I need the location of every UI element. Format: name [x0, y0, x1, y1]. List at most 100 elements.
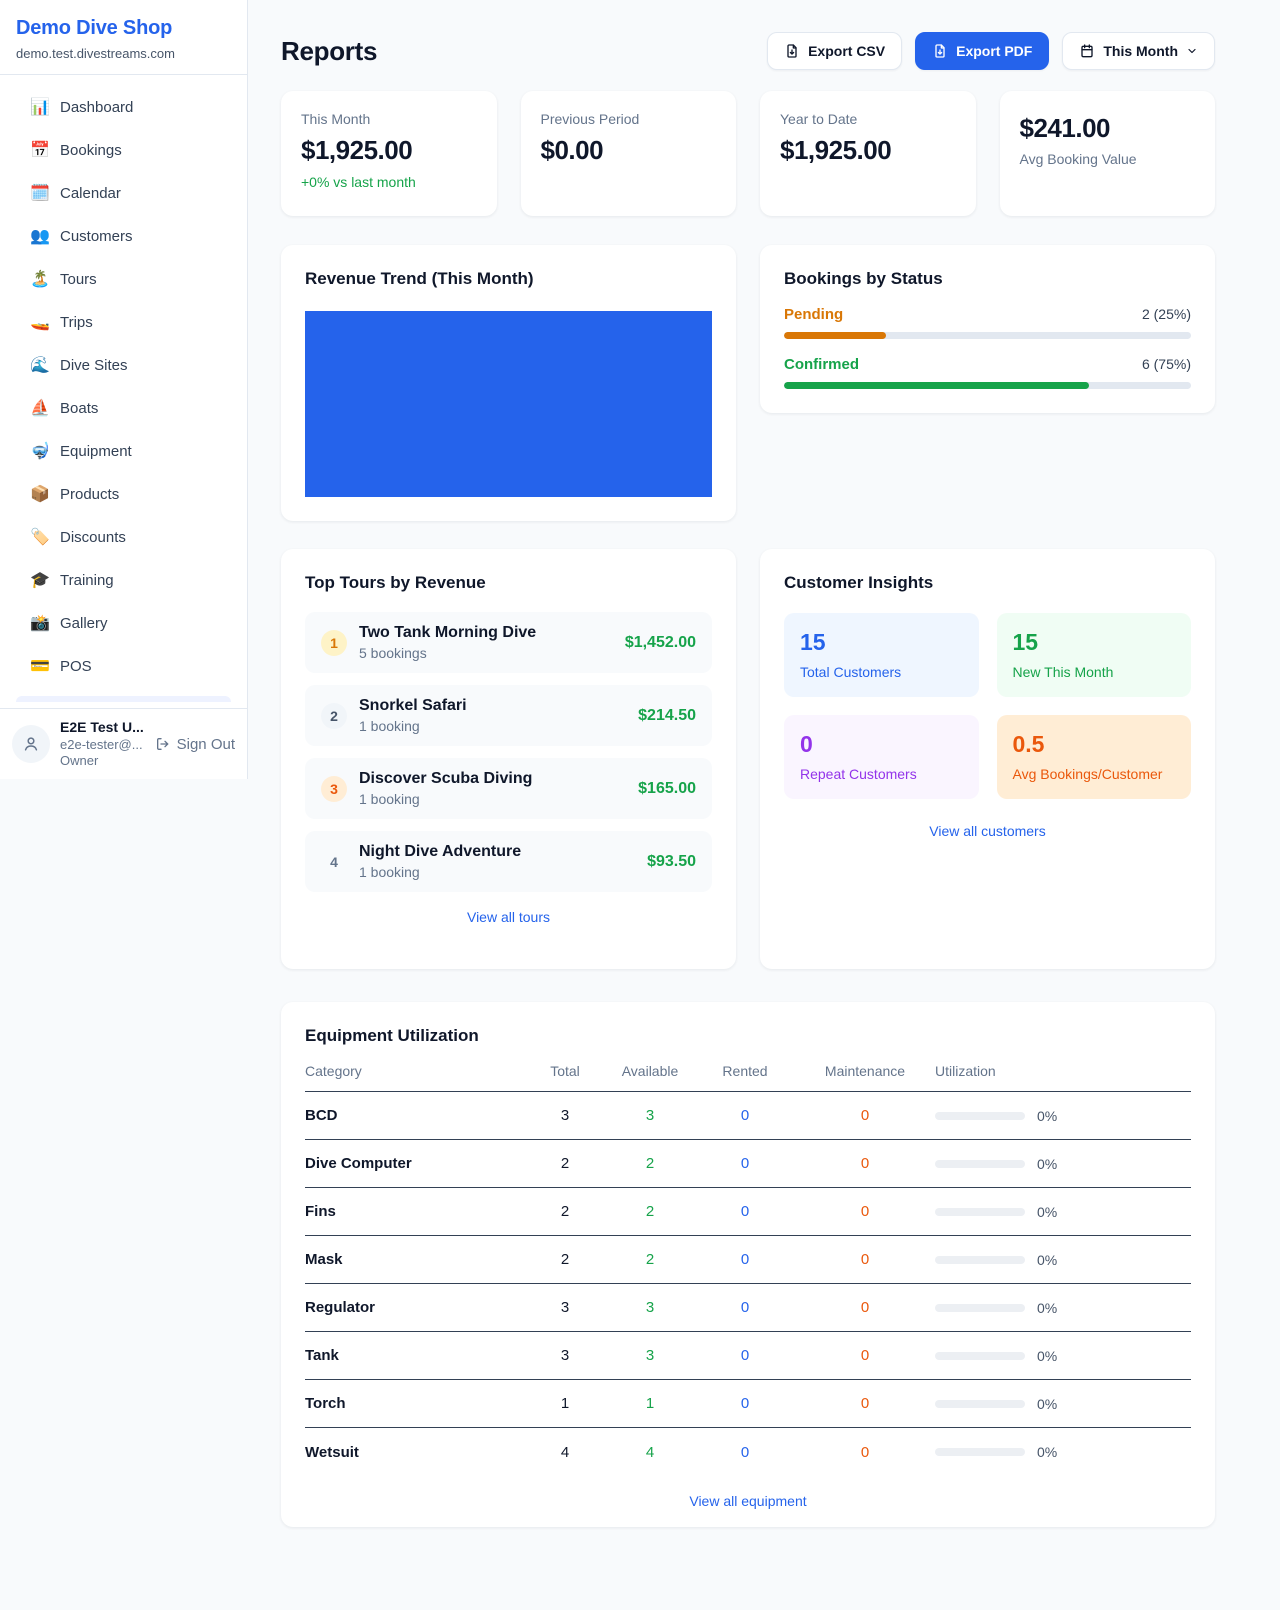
sidebar-item-products[interactable]: 📦 Products	[16, 474, 231, 514]
equipment-maintenance: 0	[860, 1299, 870, 1316]
equipment-rented: 0	[740, 1395, 750, 1412]
equipment-maintenance: 0	[860, 1347, 870, 1364]
person-icon	[24, 737, 38, 751]
equipment-available: 2	[645, 1155, 655, 1172]
stat-delta: +0% vs last month	[301, 174, 416, 190]
revenue-trend-chart	[305, 311, 712, 497]
tour-name: Snorkel Safari	[359, 697, 467, 714]
equipment-total: 2	[560, 1155, 570, 1172]
sidebar-nav: 📊 Dashboard 📅 Bookings 🗓️ Calendar 👥 Cus…	[0, 75, 247, 708]
stat-label: This Month	[301, 111, 371, 127]
equipment-available: 3	[645, 1347, 655, 1364]
stat-label: Previous Period	[540, 111, 640, 127]
sidebar-item-boats[interactable]: ⛵ Boats	[16, 388, 231, 428]
stat-card-avg-booking-value: $241.00 Avg Booking Value	[999, 91, 1215, 216]
shop-name: Demo Dive Shop	[16, 17, 173, 39]
sidebar-item-tours[interactable]: 🏝️ Tours	[16, 259, 231, 299]
view-all-equipment-link[interactable]: View all equipment	[689, 1493, 807, 1509]
equipment-utilization-title: Equipment Utilization	[305, 1026, 479, 1045]
bookings-by-status-title: Bookings by Status	[784, 269, 943, 288]
export-csv-button[interactable]: Export CSV	[767, 32, 903, 70]
equipment-maintenance: 0	[860, 1251, 870, 1268]
sidebar-item-dashboard[interactable]: 📊 Dashboard	[16, 87, 231, 127]
pos-icon: 💳	[30, 658, 50, 675]
utilization-bar-track	[935, 1448, 1025, 1456]
equipment-row: Wetsuit 4 4 0 0 0%	[305, 1428, 1191, 1476]
equipment-category: BCD	[305, 1107, 338, 1124]
sidebar-item-bookings[interactable]: 📅 Bookings	[16, 130, 231, 170]
sidebar-item-discounts[interactable]: 🏷️ Discounts	[16, 517, 231, 557]
tour-rank-badge: 3	[321, 775, 347, 802]
equipment-total: 4	[560, 1443, 570, 1461]
sidebar-item-training[interactable]: 🎓 Training	[16, 560, 231, 600]
sign-out-label: Sign Out	[176, 735, 235, 753]
tour-revenue: $1,452.00	[624, 633, 696, 651]
status-row: Pending 2 (25%)	[784, 306, 1191, 339]
calendar-icon	[1081, 44, 1094, 58]
nav-item-label: Gallery	[60, 614, 108, 632]
sidebar-item-customers[interactable]: 👥 Customers	[16, 216, 231, 256]
period-selector[interactable]: This Month	[1062, 32, 1215, 70]
tour-row: 1 Two Tank Morning Dive 5 bookings $1,45…	[305, 612, 712, 673]
dashboard-icon: 📊	[30, 99, 50, 116]
equipment-total: 3	[560, 1347, 570, 1364]
top-tours-panel: Top Tours by Revenue 1 Two Tank Morning …	[281, 549, 736, 969]
nav-item-label: Discounts	[60, 528, 126, 546]
sidebar-item-equipment[interactable]: 🤿 Equipment	[16, 431, 231, 471]
equipment-rented: 0	[740, 1443, 750, 1461]
insight-label: Avg Bookings/Customer	[1012, 766, 1163, 782]
revenue-trend-title: Revenue Trend (This Month)	[305, 269, 534, 288]
equipment-row: Tank 3 3 0 0 0%	[305, 1332, 1191, 1380]
sidebar-item-reports-active-partial[interactable]	[16, 696, 231, 702]
equipment-category: Tank	[305, 1347, 339, 1364]
equipment-total: 3	[560, 1299, 570, 1316]
tour-row: 3 Discover Scuba Diving 1 booking $165.0…	[305, 758, 712, 819]
sidebar-item-calendar[interactable]: 🗓️ Calendar	[16, 173, 231, 213]
tour-bookings-count: 1 booking	[359, 791, 420, 807]
sidebar-item-gallery[interactable]: 📸 Gallery	[16, 603, 231, 643]
main-content: Reports Export CSV Export PDF This Month…	[281, 32, 1215, 1527]
nav-item-label: Products	[60, 485, 120, 503]
equipment-rented: 0	[740, 1107, 750, 1124]
tour-name: Two Tank Morning Dive	[359, 624, 537, 641]
insight-label: New This Month	[1012, 664, 1114, 680]
equipment-table: Category Total Available Rented Maintena…	[305, 1063, 1191, 1476]
equipment-available: 2	[645, 1251, 655, 1268]
view-all-customers-link[interactable]: View all customers	[929, 823, 1046, 839]
products-icon: 📦	[30, 486, 50, 503]
equipment-maintenance: 0	[860, 1395, 870, 1412]
calendar-icon: 🗓️	[30, 185, 50, 202]
insight-grid: 15 Total Customers 15 New This Month 0 R…	[784, 613, 1191, 799]
nav-item-label: Boats	[60, 399, 99, 417]
equipment-available: 1	[645, 1395, 655, 1412]
column-header-utilization: Utilization	[935, 1063, 996, 1079]
equipment-row: Regulator 3 3 0 0 0%	[305, 1284, 1191, 1332]
equipment-row: Dive Computer 2 2 0 0 0%	[305, 1140, 1191, 1188]
tour-name: Discover Scuba Diving	[359, 770, 533, 787]
file-download-icon	[935, 44, 945, 58]
stat-value: $241.00	[1019, 113, 1111, 143]
customer-insights-title: Customer Insights	[784, 573, 934, 592]
equipment-category: Torch	[305, 1395, 346, 1412]
sidebar-item-trips[interactable]: 🚤 Trips	[16, 302, 231, 342]
equipment-category: Wetsuit	[305, 1443, 359, 1461]
top-tours-title: Top Tours by Revenue	[305, 573, 486, 592]
equipment-category: Dive Computer	[305, 1155, 412, 1172]
user-name: E2E Test U...	[60, 719, 144, 735]
utilization-bar-track	[935, 1111, 1025, 1120]
equipment-maintenance: 0	[860, 1443, 870, 1461]
tour-rank-badge: 2	[321, 702, 347, 729]
export-pdf-button[interactable]: Export PDF	[915, 32, 1050, 70]
header-actions: Export CSV Export PDF This Month	[767, 32, 1215, 70]
nav-item-label: Dashboard	[60, 98, 134, 116]
view-all-tours-link[interactable]: View all tours	[466, 909, 550, 925]
insights-row: Top Tours by Revenue 1 Two Tank Morning …	[281, 549, 1215, 969]
insight-label: Repeat Customers	[800, 766, 917, 782]
sign-out-button[interactable]: Sign Out	[155, 736, 235, 753]
equipment-rented: 0	[740, 1155, 750, 1172]
sidebar-item-dive-sites[interactable]: 🌊 Dive Sites	[16, 345, 231, 385]
utilization-percent: 0%	[1037, 1444, 1058, 1460]
tours-icon: 🏝️	[30, 271, 50, 288]
sidebar-item-pos[interactable]: 💳 POS	[16, 646, 231, 686]
equipment-row: Mask 2 2 0 0 0%	[305, 1236, 1191, 1284]
